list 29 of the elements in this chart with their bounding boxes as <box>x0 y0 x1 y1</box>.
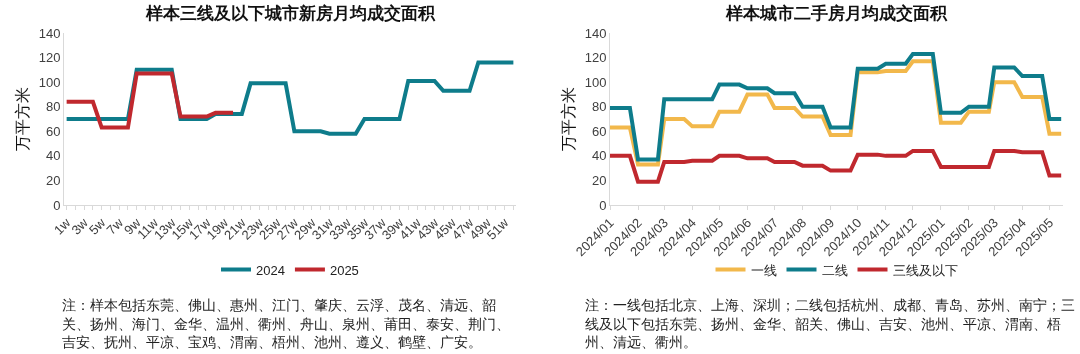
line-series <box>64 71 236 130</box>
y-tick-label: 0 <box>53 197 61 213</box>
text: 注：一线包括北京、上海、深圳；二线包括杭州、成都、青岛、苏州、南宁；三线及以下包括东莞、扬州、金华、韶关、佛山、吉安、池州、平凉、渭南、梧州、清远、衢州。 <box>585 297 1076 352</box>
y-tick-label: 60 <box>591 123 607 139</box>
legend-label: 二线 <box>821 262 848 278</box>
y-tick-label: 80 <box>591 99 607 115</box>
y-tick-label: 120 <box>584 50 607 66</box>
text: 注：样本包括东莞、佛山、惠州、江门、肇庆、云浮、茂名、清远、韶关、扬州、海门、金华、温州、衢州、舟山、泉州、莆田、泰安、荆门、吉安、抚州、平凉、宝鸡、渭南、梧州、池州、遵义、鹤壁、广安。 <box>62 297 511 352</box>
y-tick-label: 100 <box>38 74 61 90</box>
y-tick-label: 140 <box>38 25 61 41</box>
y-tick-label: 100 <box>584 74 607 90</box>
y-tick-label: 140 <box>584 25 607 41</box>
y-tick-label: 20 <box>45 172 61 188</box>
legend-label: 2024 <box>256 262 285 278</box>
chart-title: 样本城市二手房月均成交面积 <box>725 4 948 24</box>
y-tick-label: 20 <box>591 172 607 188</box>
y-axis-title: 万平方米 <box>13 87 31 151</box>
line-series <box>610 148 1063 184</box>
y-tick-label: 60 <box>45 123 61 139</box>
y-tick-label: 80 <box>45 99 61 115</box>
chart-title: 样本三线及以下城市新房月均成交面积 <box>144 4 436 24</box>
y-tick-label: 40 <box>591 148 607 164</box>
y-tick-label: 0 <box>599 197 607 213</box>
y-tick-label: 120 <box>38 50 61 66</box>
legend-label: 2025 <box>329 262 359 278</box>
legend-label: 三线及以下 <box>892 262 958 278</box>
legend-label: 一线 <box>750 262 777 278</box>
y-tick-label: 40 <box>45 148 61 164</box>
y-axis-title: 万平方米 <box>559 87 577 151</box>
